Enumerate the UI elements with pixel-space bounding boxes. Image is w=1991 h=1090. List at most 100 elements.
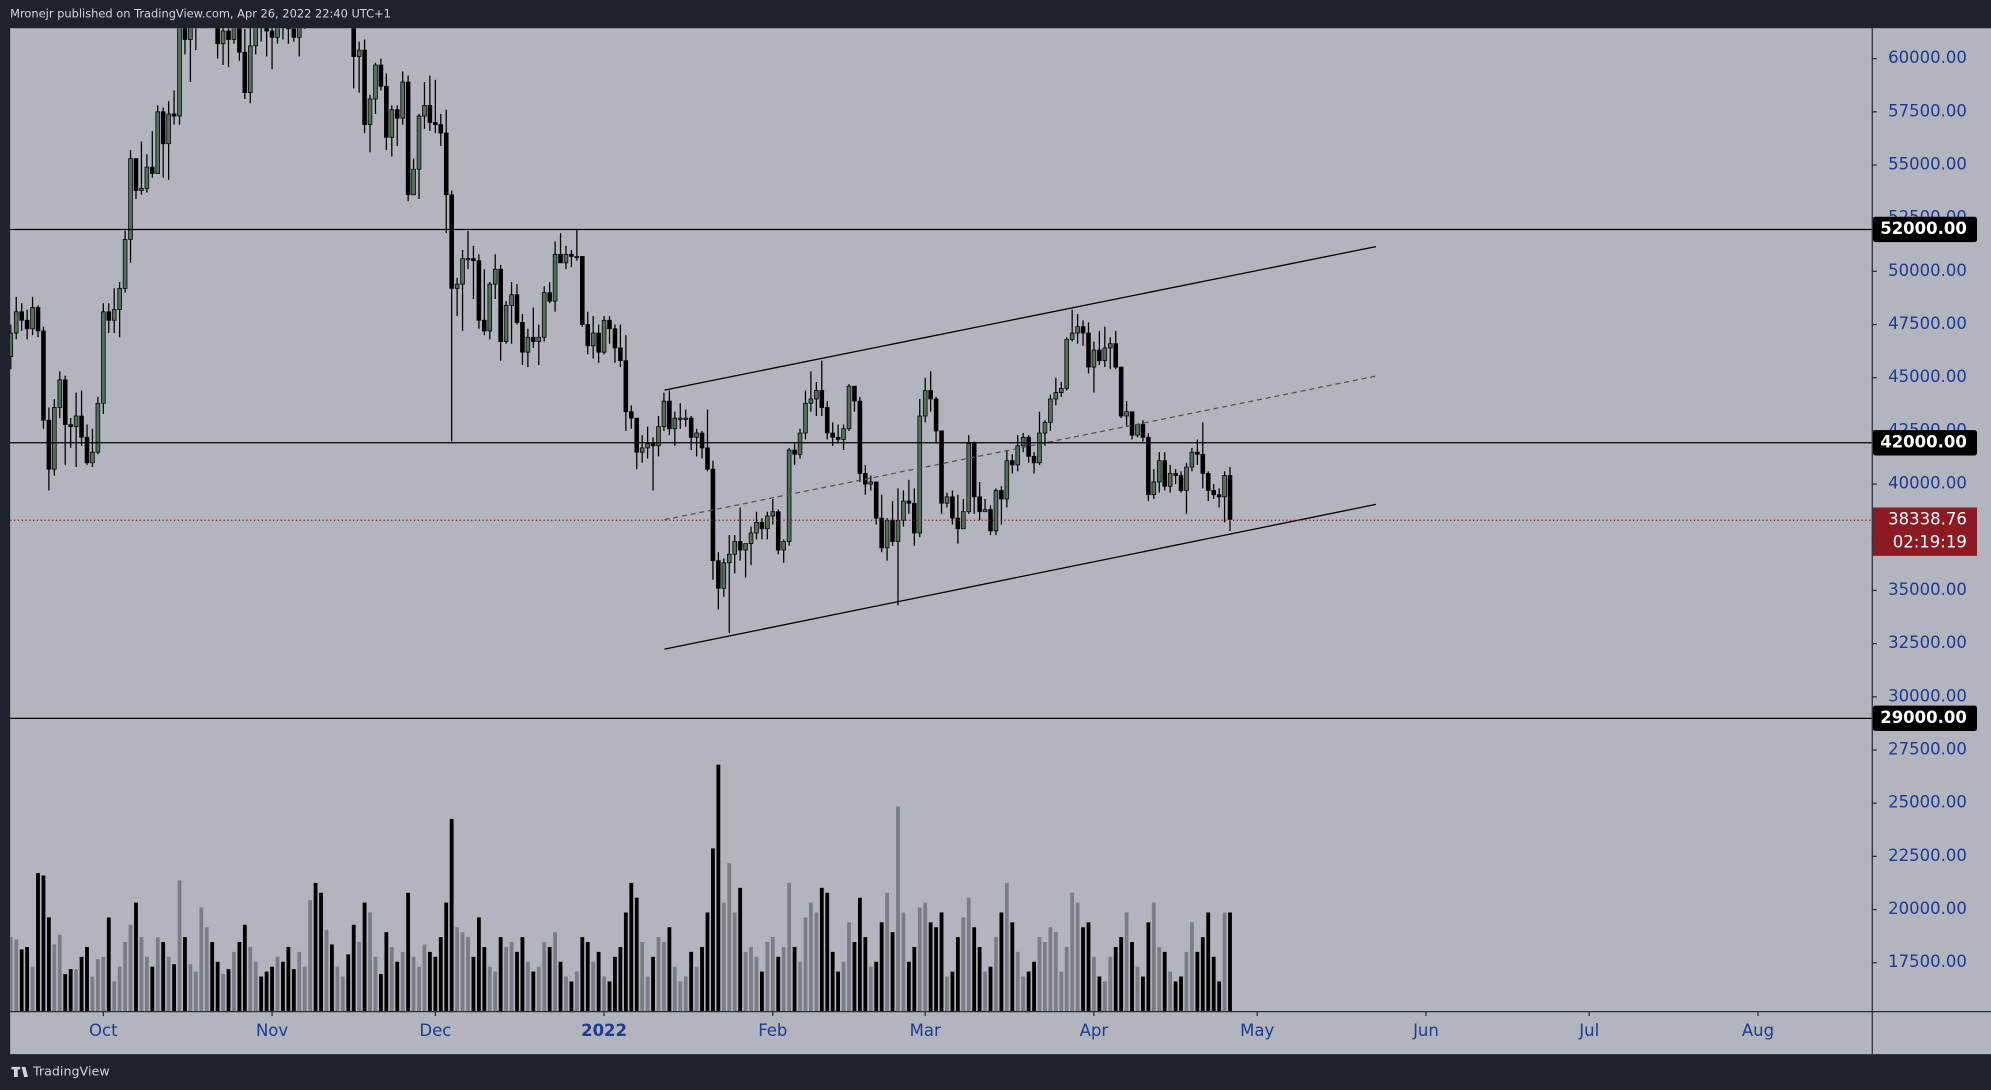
candle-body [841,428,846,440]
candle-body [1184,466,1189,491]
candle-body [585,324,591,347]
candle-body [177,28,182,117]
volume-bar [1070,892,1075,1012]
candle-body [1053,392,1059,400]
volume-bar [297,951,302,1012]
volume-bar [520,937,525,1012]
candle-body [873,481,879,519]
candle-body [1156,460,1162,483]
candle-body [819,390,825,408]
volume-bar [357,942,362,1012]
candle-body [928,390,933,400]
candle-body [160,111,166,145]
candle-body [1004,460,1010,500]
volume-bar [422,944,427,1012]
volume-bar [727,863,732,1012]
volume-bar [814,912,819,1012]
candle-body [362,49,367,125]
volume-bar [351,924,356,1012]
volume-bar [852,942,857,1012]
candle-body [982,509,988,513]
candle-body [19,311,24,321]
channel-line [664,503,1377,650]
candle-body [1037,432,1042,464]
candle-body [1010,460,1015,466]
candle-body [590,332,596,347]
candle-body [1162,460,1167,487]
candle-body [482,319,487,332]
candle-body [639,447,645,453]
volume-bar [667,927,672,1012]
volume-bar [221,974,225,1012]
candle-body [857,400,863,474]
candle-body [1129,411,1135,436]
candle-body [759,521,765,530]
level-label-bg [1872,430,1978,456]
volume-bar [471,956,476,1012]
candle-body [79,415,84,438]
y-tick-label: 25000.00 [1888,793,1967,812]
candle-body [699,432,705,449]
candle-body [721,562,727,589]
candle-body [433,122,438,125]
candle-body [171,113,177,117]
volume-bar [30,966,35,1012]
candle-body [1200,453,1206,474]
volume-bar [134,902,138,1012]
volume-bar [999,912,1004,1012]
candle-body [1015,445,1021,466]
candle-body [1091,349,1097,368]
candle-body [569,253,574,257]
volume-bar [144,956,149,1012]
volume-bar [808,902,813,1012]
volume-bar [411,956,416,1012]
volume-bar [106,917,111,1012]
candle-body [1146,436,1151,496]
candle-body [1031,456,1037,464]
candle-body [367,98,373,125]
candle-body [661,400,667,428]
candle-body [629,411,634,419]
x-tick-label: May [1240,1021,1274,1040]
volume-bar [553,932,557,1012]
candle-body [427,105,433,123]
candle-body [1167,473,1173,487]
volume-bar [302,966,307,1012]
volume-bar [1086,922,1091,1012]
candle-body [471,258,476,262]
candle-body [144,166,150,189]
volume-bar [74,969,79,1012]
volume-bar [117,966,122,1012]
volume-bar [912,946,917,1012]
candle-body [460,258,465,285]
candle-body [389,109,395,138]
volume-bar [955,937,960,1012]
volume-bar [237,942,242,1012]
candle-body [618,347,623,362]
candle-body [824,407,830,434]
volume-bar [291,969,296,1012]
volume-bar [1184,951,1189,1012]
candle-body [1195,451,1200,455]
volume-bar [1004,882,1009,1012]
candle-layer [10,28,1233,633]
candle-body [547,292,552,302]
volume-bar [1151,902,1156,1012]
volume-bar [1173,981,1178,1012]
candle-body [906,500,912,504]
volume-bar [1064,946,1069,1012]
candle-body [35,307,41,332]
candle-body [710,468,716,562]
volume-bar [1010,922,1015,1012]
volume-bar [825,892,830,1012]
volume-bar [63,974,68,1012]
volume-bar [166,956,171,1012]
volume-bar [253,961,258,1012]
volume-bar [204,927,209,1012]
y-tick-label: 22500.00 [1888,846,1967,865]
candle-body [645,443,650,449]
volume-bar [1059,971,1064,1012]
volume-bar [389,946,394,1012]
axis-layer: 17500.00 20000.00 22500.00 25000.00 27500.00… [89,48,1978,1040]
y-tick-label: 50000.00 [1888,261,1967,280]
